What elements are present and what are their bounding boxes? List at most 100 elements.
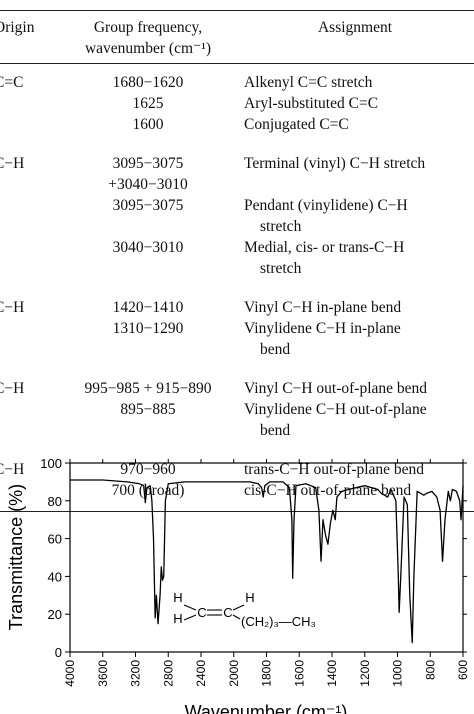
assignment-text: trans-C−H out-of-plane bend (244, 461, 425, 478)
frequency-cell: 970−960 (60, 451, 236, 480)
origin-cell (0, 114, 60, 145)
assignment-table: Origin Group frequency, wavenumber (cm⁻¹… (0, 10, 474, 512)
structure-atom: C (197, 605, 206, 620)
frequency-text: 1600 (132, 116, 164, 133)
header-cell: Assignment (236, 10, 474, 64)
bond (232, 604, 245, 611)
frequency-cell: 1600 (60, 114, 236, 145)
table-row: C−H 3095−3075 +3040−3010 Terminal (vinyl) C… (0, 145, 474, 195)
assignment-text: stretch (260, 260, 302, 277)
y-tick-label: 20 (48, 607, 62, 622)
x-tick-label: 1800 (260, 660, 274, 687)
origin-cell: C−H (0, 145, 60, 195)
assignment-text: Pendant (vinylidene) C−H (244, 197, 408, 214)
bond (232, 614, 241, 620)
origin-cell: C−H (0, 451, 60, 480)
x-tick-label: 2400 (194, 660, 208, 687)
assignment-cell: Medial, cis- or trans-C−H stretch (236, 237, 474, 289)
assignment-text: cis-C−H out-of-plane bend (244, 482, 412, 499)
assignment-cell: Pendant (vinylidene) C−H stretch (236, 195, 474, 237)
x-tick-label: 800 (423, 660, 437, 680)
header-cell: Group frequency, wavenumber (cm⁻¹) (60, 10, 236, 64)
assignment-cell: Terminal (vinyl) C−H stretch (236, 145, 474, 195)
header-row: Origin Group frequency, wavenumber (cm⁻¹… (0, 10, 474, 64)
x-axis-label: Wavenumber (cm⁻¹) (185, 702, 348, 714)
origin-text: C−H (0, 299, 25, 316)
frequency-cell: 1310−1290 (60, 318, 236, 370)
assignment-text: Vinyl C−H in-plane bend (244, 299, 402, 316)
table-row: C=C 1680−1620 Alkenyl C=C stretch (0, 64, 474, 94)
table-row: 1600 Conjugated C=C (0, 114, 474, 145)
frequency-cell: 3095−3075 (60, 195, 236, 237)
table-row: C−H 1420−1410 Vinyl C−H in-plane bend (0, 289, 474, 318)
spectrum-chart: H H C C H (CH₂)₃—CH₃ Transmittance (%) W… (6, 456, 470, 714)
origin-cell (0, 480, 60, 512)
assignment-text: Terminal (vinyl) C−H stretch (244, 155, 426, 172)
frequency-cell: 1625 (60, 93, 236, 114)
structure-bonds (183, 604, 245, 621)
bond (183, 604, 197, 611)
x-tick-label: 4000 (63, 660, 77, 687)
assignment-text: Aryl-substituted C=C (244, 95, 379, 112)
assignment-text: Conjugated C=C (244, 116, 349, 133)
header-cell: Origin (0, 10, 60, 64)
y-tick-label: 80 (48, 494, 62, 509)
frequency-cell: 1420−1410 (60, 289, 236, 318)
table-row: 1625 Aryl-substituted C=C (0, 93, 474, 114)
frequency-text: 3095−3075 (112, 197, 184, 214)
structure-atom: H (173, 611, 182, 626)
assignment-text: Alkenyl C=C stretch (244, 74, 373, 91)
assignment-text: Medial, cis- or trans-C−H (244, 239, 405, 256)
structure-atom: H (245, 590, 254, 605)
frequency-text: 970−960 (120, 461, 176, 478)
frequency-text: 1310−1290 (112, 320, 184, 337)
origin-cell (0, 237, 60, 289)
x-tick-label: 1200 (358, 660, 372, 687)
y-tick-label: 60 (48, 532, 62, 547)
frequency-text: 3095−3075 (112, 155, 184, 172)
frequency-cell: 3095−3075 +3040−3010 (60, 145, 236, 195)
assignment-text: stretch (260, 218, 302, 235)
assignment-cell: Aryl-substituted C=C (236, 93, 474, 114)
x-tick-label: 2000 (227, 660, 241, 687)
assignment-cell: Alkenyl C=C stretch (236, 64, 474, 94)
assignment-cell: cis-C−H out-of-plane bend (236, 480, 474, 512)
x-tick-label: 3600 (96, 660, 110, 687)
table-row: 3040−3010 Medial, cis- or trans-C−H stretc… (0, 237, 474, 289)
assignment-cell: Vinyl C−H in-plane bend (236, 289, 474, 318)
row-group: C−H 970−960 trans-C−H out-of-plane bend 700… (0, 451, 474, 512)
table-row: C−H 995−985 + 915−890 Vinyl C−H out-of-pla… (0, 370, 474, 399)
row-group: C=C 1680−1620 Alkenyl C=C stretch 1625 Aryl-… (0, 64, 474, 146)
assignment-text: Vinylidene C−H in-plane (244, 320, 401, 337)
origin-cell: C−H (0, 289, 60, 318)
frequency-text: 1680−1620 (112, 74, 184, 91)
table-row: C−H 970−960 trans-C−H out-of-plane bend (0, 451, 474, 480)
origin-text: C=C (0, 74, 24, 91)
assignment-cell: Vinyl C−H out-of-plane bend (236, 370, 474, 399)
x-tick-label: 2800 (161, 660, 175, 687)
frequency-text: 3040−3010 (112, 239, 184, 256)
structure-atom: C (223, 605, 232, 620)
frequency-text: 1420−1410 (112, 299, 184, 316)
origin-cell (0, 195, 60, 237)
x-tick-label: 1600 (292, 660, 306, 687)
x-tick-label: 1400 (325, 660, 339, 687)
x-tick-label: 600 (456, 660, 470, 680)
structure-atom: H (173, 590, 182, 605)
assignment-cell: Vinylidene C−H out-of-plane bend (236, 399, 474, 451)
frequency-text: +3040−3010 (108, 176, 188, 193)
x-tick-label: 1000 (391, 660, 405, 687)
assignment-text: Vinyl C−H out-of-plane bend (244, 380, 428, 397)
assignment-cell: trans-C−H out-of-plane bend (236, 451, 474, 480)
y-axis-label: Transmittance (%) (6, 484, 26, 630)
table-row: 700 (broad) cis-C−H out-of-plane bend (0, 480, 474, 512)
assignment-text: bend (260, 341, 291, 358)
table-row: 1310−1290 Vinylidene C−H in-plane bend (0, 318, 474, 370)
spectrum-line (70, 479, 464, 644)
row-group: C−H 995−985 + 915−890 Vinyl C−H out-of-pla… (0, 370, 474, 451)
assignment-cell: Conjugated C=C (236, 114, 474, 145)
structure-chain: (CH₂)₃—CH₃ (241, 614, 316, 629)
table-row: 895−885 Vinylidene C−H out-of-plane bend (0, 399, 474, 451)
origin-cell: C−H (0, 370, 60, 399)
